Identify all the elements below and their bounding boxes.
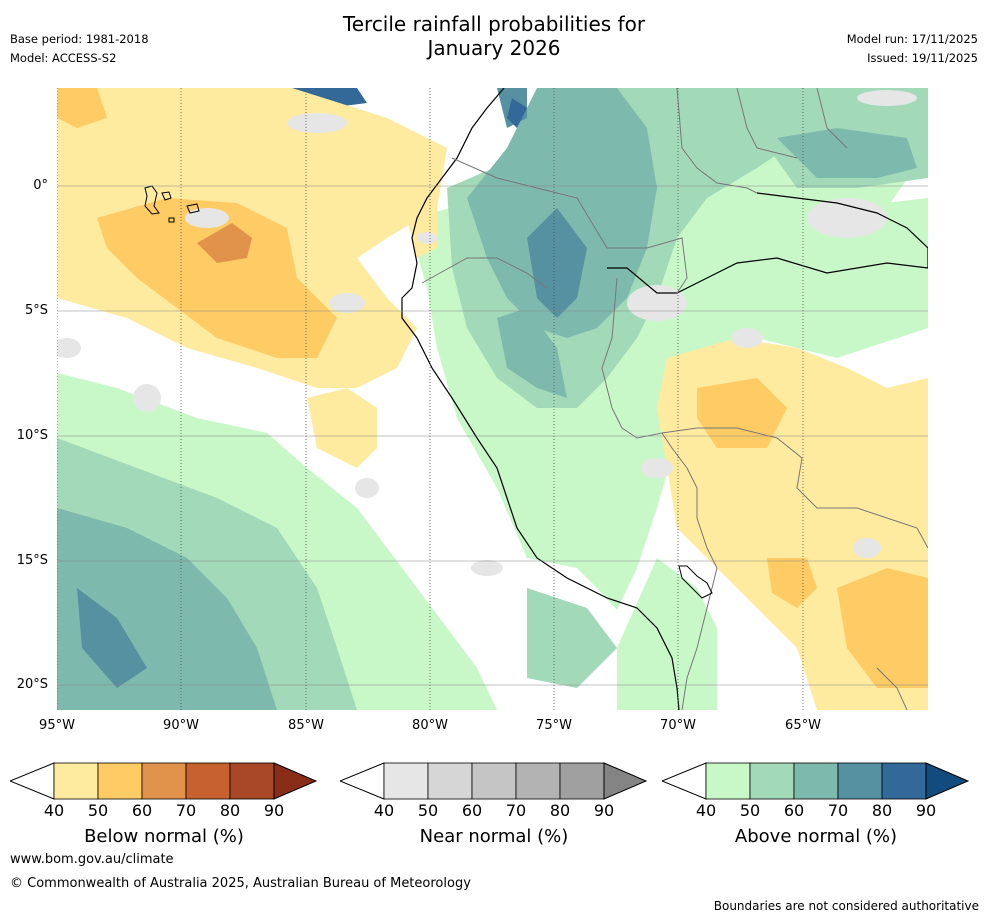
near-normal-title: Near normal (%)	[419, 826, 569, 847]
lon-label-65w: 65°W	[785, 718, 821, 733]
west-coastline	[401, 88, 680, 710]
below-normal-ticks: 40 50 60 70 80 90	[43, 801, 285, 820]
model-run-date: Model run: 17/11/2025	[846, 32, 978, 46]
lon-label-80w: 80°W	[412, 718, 448, 733]
lon-label-95w: 95°W	[39, 718, 75, 733]
lon-label-90w: 90°W	[163, 718, 199, 733]
lat-label-15s: 15°S	[16, 553, 48, 568]
base-period: Base period: 1981-2018	[10, 32, 149, 46]
below-normal-title: Below normal (%)	[84, 826, 244, 847]
title-line-2: January 2026	[427, 36, 561, 60]
model-name: Model: ACCESS-S2	[10, 51, 117, 65]
website-link[interactable]: www.bom.gov.au/climate	[10, 852, 174, 867]
title-line-1: Tercile rainfall probabilities for	[342, 12, 646, 36]
above-normal-ticks: 40 50 60 70 80 90	[695, 801, 937, 820]
lon-label-70w: 70°W	[660, 718, 696, 733]
lake-titicaca	[678, 565, 713, 599]
galapagos-islands	[144, 185, 200, 223]
amazon-river-outline	[607, 192, 928, 294]
country-borders	[421, 88, 928, 710]
copyright-notice: © Commonwealth of Australia 2025, Austra…	[10, 876, 471, 891]
lat-label-10s: 10°S	[16, 428, 48, 443]
map-title: Tercile rainfall probabilities for Janua…	[0, 12, 988, 60]
near-normal-40-region	[57, 90, 917, 576]
above-normal-title: Above normal (%)	[734, 826, 898, 847]
lat-label-5s: 5°S	[24, 303, 48, 318]
near-normal-ticks: 40 50 60 70 80 90	[373, 801, 615, 820]
above-normal-colorbar	[662, 762, 970, 800]
boundaries-disclaimer: Boundaries are not considered authoritat…	[713, 899, 979, 913]
below-normal-colorbar	[10, 762, 318, 800]
rainfall-probability-map	[57, 88, 928, 710]
lat-label-20s: 20°S	[16, 677, 48, 692]
below-normal-60-region	[197, 223, 252, 263]
lat-label-0: 0°	[33, 178, 48, 193]
below-normal-50-region	[57, 88, 928, 688]
issued-date: Issued: 19/11/2025	[867, 51, 978, 65]
above-normal-80-region	[292, 88, 527, 128]
latitude-gridlines	[57, 185, 928, 686]
lon-label-75w: 75°W	[536, 718, 572, 733]
near-normal-colorbar	[340, 762, 648, 800]
lon-label-85w: 85°W	[288, 718, 324, 733]
